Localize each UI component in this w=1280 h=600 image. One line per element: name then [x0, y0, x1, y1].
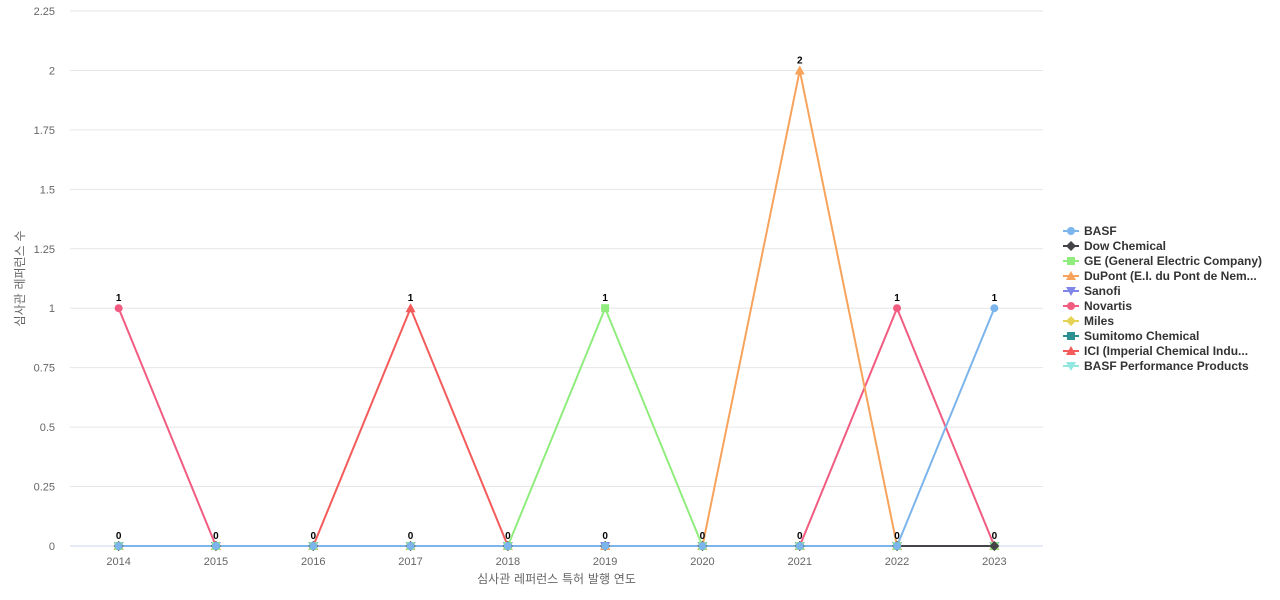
x-tick-label: 2021 — [788, 556, 812, 568]
data-label-bottom: 0 — [408, 531, 414, 542]
series-lines — [117, 69, 996, 547]
data-point-marker — [989, 541, 1000, 551]
gridlines — [70, 10, 1043, 547]
legend-marker-icon — [1066, 362, 1076, 371]
y-tick-label: 1.25 — [34, 244, 55, 256]
y-tick-label: 0.25 — [34, 482, 55, 494]
data-point-marker — [309, 542, 318, 550]
legend-item[interactable]: Miles — [1063, 314, 1114, 328]
x-tick-label: 2016 — [301, 556, 325, 568]
legend-label: DuPont (E.I. du Pont de Nem... — [1084, 269, 1257, 283]
x-tick-label: 2017 — [398, 556, 422, 568]
legend-marker-icon — [1067, 227, 1075, 235]
data-label-top: 0 — [310, 531, 316, 542]
data-point-marker — [990, 304, 999, 313]
y-tick-label: 0 — [49, 541, 55, 553]
data-label-top: 0 — [505, 531, 511, 542]
data-point-marker — [405, 303, 416, 313]
data-label-top: 0 — [213, 531, 219, 542]
data-point-marker — [795, 542, 804, 550]
legend-label: Novartis — [1084, 299, 1132, 313]
legend-marker-icon — [1066, 241, 1076, 251]
x-tick-label: 2018 — [496, 556, 520, 568]
x-tick-label: 2014 — [106, 556, 130, 568]
legend-label: Sanofi — [1084, 284, 1121, 298]
legend-label: Sumitomo Chemical — [1084, 329, 1199, 343]
data-label-bottom: 0 — [797, 531, 803, 542]
legend-marker-icon — [1067, 302, 1075, 310]
series-markers — [113, 65, 1000, 551]
data-label-bottom: 0 — [992, 531, 998, 542]
legend-label: Dow Chemical — [1084, 239, 1166, 253]
y-axis-title: 심사관 레퍼런스 수 — [13, 231, 27, 327]
y-tick-label: 0.75 — [34, 363, 55, 375]
legend-marker-icon — [1067, 332, 1075, 340]
data-label-bottom: 0 — [602, 531, 608, 542]
legend-item[interactable]: Sanofi — [1063, 284, 1121, 298]
legend-label: ICI (Imperial Chemical Indu... — [1084, 344, 1248, 358]
x-axis-tick-labels: 2014 2015 2016 2017 2018 2019 2020 2021 2022 2023 — [106, 556, 1006, 568]
y-axis-tick-labels: 0 0.25 0.5 0.75 1 1.25 1.5 1.75 2 2.25 — [34, 6, 55, 553]
data-label-top: 1 — [894, 293, 900, 304]
y-tick-label: 2.25 — [34, 6, 55, 18]
legend-item[interactable]: GE (General Electric Company) — [1063, 254, 1262, 268]
data-point-marker — [406, 542, 415, 550]
data-point-marker — [601, 542, 610, 550]
data-point-marker — [893, 542, 902, 550]
data-point-marker — [794, 65, 805, 75]
y-tick-label: 2 — [49, 65, 55, 77]
data-point-marker — [503, 542, 512, 550]
legend-item[interactable]: BASF — [1063, 224, 1117, 238]
legend-item[interactable]: ICI (Imperial Chemical Indu... — [1063, 344, 1248, 358]
legend-label: BASF — [1084, 224, 1117, 238]
x-axis-title: 심사관 레퍼런스 특허 발행 연도 — [477, 571, 636, 586]
legend-item[interactable]: Sumitomo Chemical — [1063, 329, 1199, 343]
x-tick-label: 2020 — [690, 556, 714, 568]
y-tick-label: 0.5 — [40, 422, 55, 434]
legend-marker-icon — [1066, 346, 1076, 355]
data-label-top: 1 — [116, 293, 122, 304]
legend-item[interactable]: Novartis — [1063, 299, 1132, 313]
data-label-top: 0 — [700, 531, 706, 542]
data-label-bottom: 0 — [116, 531, 122, 542]
x-tick-label: 2023 — [982, 556, 1006, 568]
data-point-marker — [114, 304, 123, 313]
legend-marker-icon — [1067, 257, 1075, 265]
data-labels: 1 0 0 0 1 0 0 1 0 0 2 0 1 0 1 0 — [116, 55, 998, 542]
data-point-marker — [698, 542, 707, 550]
legend-label: Miles — [1084, 314, 1114, 328]
legend-label: GE (General Electric Company) — [1084, 254, 1262, 268]
data-point-marker — [601, 304, 610, 313]
x-tick-label: 2022 — [885, 556, 909, 568]
x-tick-label: 2015 — [204, 556, 228, 568]
series-line — [118, 307, 996, 547]
legend-marker-icon — [1066, 287, 1076, 296]
data-label-top: 1 — [602, 293, 608, 304]
data-label-top: 1 — [408, 293, 414, 304]
legend-label: BASF Performance Products — [1084, 359, 1249, 373]
data-point-marker — [893, 304, 902, 313]
legend-marker-icon — [1066, 316, 1076, 326]
data-label-bottom: 0 — [894, 531, 900, 542]
data-point-marker — [211, 542, 220, 550]
data-label-top: 1 — [992, 293, 998, 304]
y-tick-label: 1 — [49, 303, 55, 315]
data-point-marker — [114, 542, 123, 550]
legend-item[interactable]: BASF Performance Products — [1063, 359, 1249, 373]
x-tick-label: 2019 — [593, 556, 617, 568]
legend-item[interactable]: Dow Chemical — [1063, 239, 1166, 253]
legend-marker-icon — [1066, 271, 1076, 280]
legend-item[interactable]: DuPont (E.I. du Pont de Nem... — [1063, 269, 1257, 283]
y-tick-label: 1.5 — [40, 184, 55, 196]
y-tick-label: 1.75 — [34, 125, 55, 137]
data-label-top: 2 — [797, 55, 803, 66]
